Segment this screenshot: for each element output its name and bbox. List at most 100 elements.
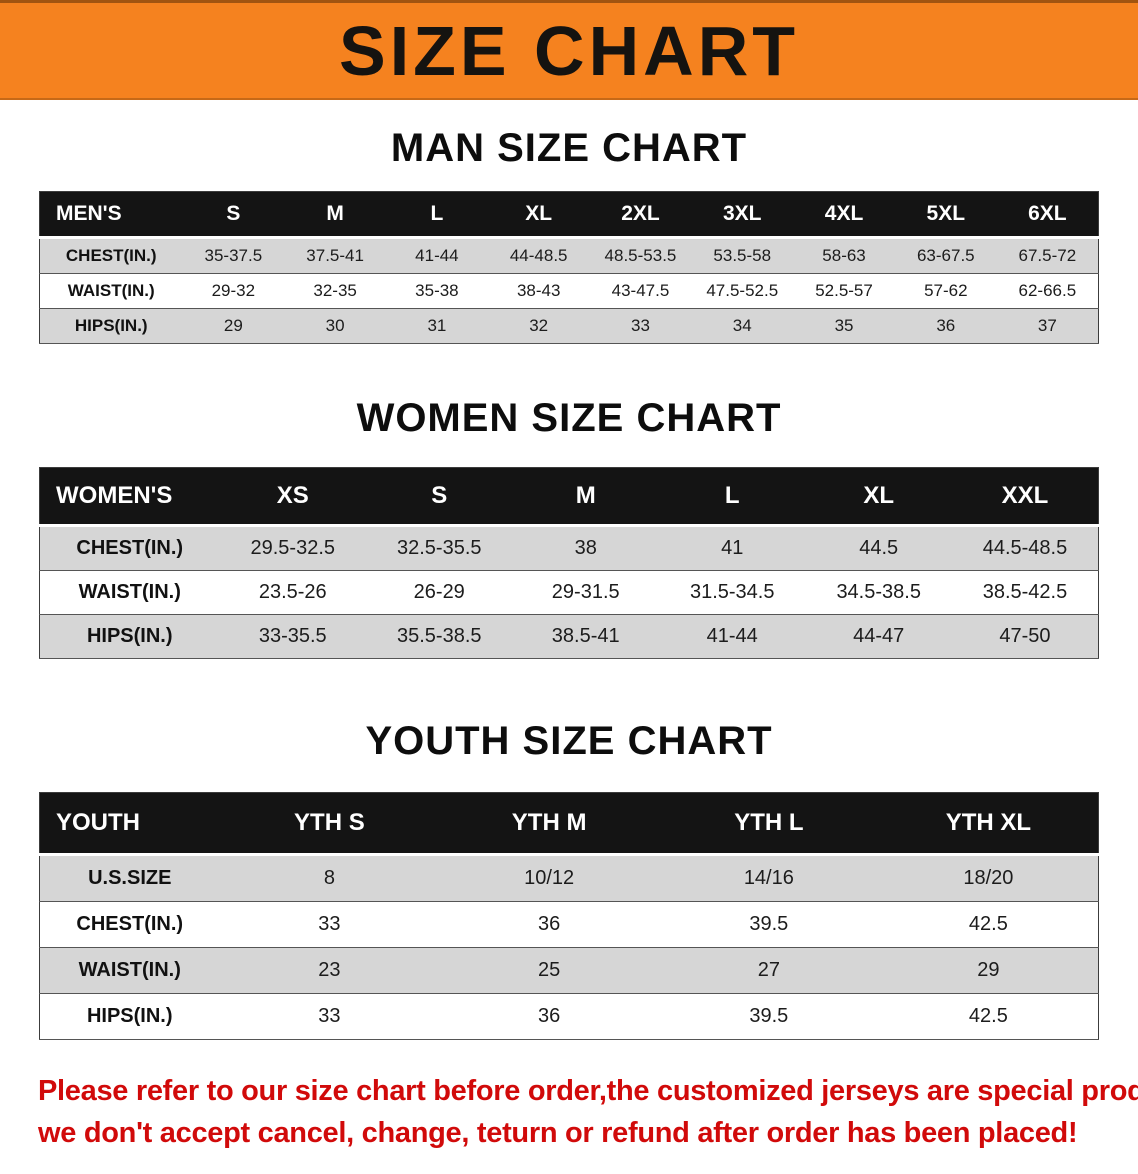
row-label-cell: CHEST(IN.) — [39, 525, 220, 571]
size-header-cell: XXL — [951, 467, 1099, 527]
footer-notice: Please refer to our size chart before or… — [0, 1070, 1138, 1174]
value-cell: 32.5-35.5 — [366, 525, 513, 571]
row-label-cell: HIPS(IN.) — [39, 308, 183, 344]
value-cell: 38.5-42.5 — [951, 570, 1099, 615]
section-youth: YOUTH SIZE CHART YOUTH YTH S YTH M YTH L YTH… — [0, 719, 1138, 1040]
table-row: U.S.SIZE 8 10/12 14/16 18/20 — [39, 854, 1099, 902]
value-cell: 44.5 — [805, 525, 952, 571]
value-cell: 31.5-34.5 — [658, 570, 806, 615]
table-header-row: YOUTH YTH S YTH M YTH L YTH XL — [39, 792, 1099, 856]
size-header-cell: YTH XL — [878, 792, 1099, 856]
table-title-cell: WOMEN'S — [39, 467, 220, 527]
value-cell: 29-31.5 — [512, 570, 659, 615]
banner: SIZE CHART — [0, 0, 1138, 100]
table-title-cell: MEN'S — [39, 191, 183, 239]
value-cell: 38.5-41 — [512, 614, 659, 659]
men-size-table: MEN'S S M L XL 2XL 3XL 4XL 5XL 6XL CHEST(IN.) 35-37… — [39, 191, 1099, 344]
value-cell: 48.5-53.5 — [589, 237, 692, 274]
value-cell: 10/12 — [439, 854, 659, 902]
value-cell: 36 — [439, 901, 659, 948]
row-label-cell: U.S.SIZE — [39, 854, 220, 902]
value-cell: 41 — [658, 525, 806, 571]
value-cell: 14/16 — [658, 854, 879, 902]
table-row: HIPS(IN.) 33 36 39.5 42.5 — [39, 993, 1099, 1040]
table-header-row: WOMEN'S XS S M L XL XXL — [39, 467, 1099, 527]
value-cell: 37 — [996, 308, 1099, 344]
value-cell: 41-44 — [658, 614, 806, 659]
value-cell: 62-66.5 — [996, 273, 1099, 309]
value-cell: 30 — [284, 308, 387, 344]
youth-section-heading: YOUTH SIZE CHART — [365, 719, 773, 763]
section-men: MAN SIZE CHART MEN'S S M L XL 2XL 3XL 4XL 5XL 6XL… — [0, 126, 1138, 344]
row-label-cell: HIPS(IN.) — [39, 993, 220, 1040]
row-label-cell: CHEST(IN.) — [39, 237, 183, 274]
value-cell: 29.5-32.5 — [219, 525, 366, 571]
size-header-cell: YTH L — [658, 792, 879, 856]
size-header-cell: S — [182, 191, 285, 239]
value-cell: 35-37.5 — [182, 237, 285, 274]
value-cell: 32-35 — [284, 273, 387, 309]
value-cell: 36 — [439, 993, 659, 1040]
value-cell: 44-47 — [805, 614, 952, 659]
table-header-row: MEN'S S M L XL 2XL 3XL 4XL 5XL 6XL — [39, 191, 1099, 239]
size-header-cell: 4XL — [793, 191, 895, 239]
page-title: SIZE CHART — [339, 11, 799, 90]
value-cell: 39.5 — [658, 901, 879, 948]
value-cell: 36 — [894, 308, 997, 344]
size-header-cell: 3XL — [691, 191, 794, 239]
value-cell: 34 — [691, 308, 794, 344]
value-cell: 37.5-41 — [284, 237, 387, 274]
size-header-cell: XL — [805, 467, 952, 527]
notice-line-2: we don't accept cancel, change, teturn o… — [38, 1117, 1078, 1150]
size-header-cell: M — [512, 467, 659, 527]
size-header-cell: 2XL — [589, 191, 692, 239]
row-label-cell: WAIST(IN.) — [39, 273, 183, 309]
value-cell: 35 — [793, 308, 895, 344]
table-row: HIPS(IN.) 29 30 31 32 33 34 35 36 37 — [39, 308, 1099, 344]
value-cell: 41-44 — [386, 237, 488, 274]
value-cell: 33 — [219, 993, 440, 1040]
table-row: CHEST(IN.) 29.5-32.5 32.5-35.5 38 41 44.5 44.5… — [39, 525, 1099, 571]
value-cell: 25 — [439, 947, 659, 994]
size-header-cell: S — [366, 467, 513, 527]
value-cell: 34.5-38.5 — [805, 570, 952, 615]
notice-line-1: Please refer to our size chart before or… — [38, 1075, 1138, 1107]
row-label-cell: WAIST(IN.) — [39, 947, 220, 994]
value-cell: 23 — [219, 947, 440, 994]
size-header-cell: L — [658, 467, 806, 527]
value-cell: 8 — [219, 854, 440, 902]
row-label-cell: CHEST(IN.) — [39, 901, 220, 948]
value-cell: 53.5-58 — [691, 237, 794, 274]
value-cell: 43-47.5 — [589, 273, 692, 309]
women-size-table: WOMEN'S XS S M L XL XXL CHEST(IN.) 29.5-32.5 32.5… — [39, 467, 1099, 659]
value-cell: 58-63 — [793, 237, 895, 274]
value-cell: 31 — [386, 308, 488, 344]
section-women: WOMEN SIZE CHART WOMEN'S XS S M L XL XXL CHEST(… — [0, 396, 1138, 659]
value-cell: 44.5-48.5 — [951, 525, 1099, 571]
value-cell: 18/20 — [878, 854, 1099, 902]
men-section-heading: MAN SIZE CHART — [390, 126, 748, 170]
size-header-cell: 5XL — [894, 191, 997, 239]
row-label-cell: WAIST(IN.) — [39, 570, 220, 615]
value-cell: 29 — [878, 947, 1099, 994]
value-cell: 33 — [219, 901, 440, 948]
value-cell: 39.5 — [658, 993, 879, 1040]
women-section-heading: WOMEN SIZE CHART — [356, 396, 782, 440]
value-cell: 63-67.5 — [894, 237, 997, 274]
value-cell: 67.5-72 — [996, 237, 1099, 274]
value-cell: 42.5 — [878, 901, 1099, 948]
size-header-cell: YTH S — [219, 792, 440, 856]
table-row: HIPS(IN.) 33-35.5 35.5-38.5 38.5-41 41-44 44-… — [39, 614, 1099, 659]
value-cell: 47-50 — [951, 614, 1099, 659]
table-row: WAIST(IN.) 23 25 27 29 — [39, 947, 1099, 994]
size-header-cell: M — [284, 191, 387, 239]
value-cell: 33 — [589, 308, 692, 344]
size-header-cell: XL — [487, 191, 590, 239]
value-cell: 29 — [182, 308, 285, 344]
youth-size-table: YOUTH YTH S YTH M YTH L YTH XL U.S.SIZE 8 10/12… — [39, 792, 1099, 1040]
value-cell: 27 — [658, 947, 879, 994]
value-cell: 57-62 — [894, 273, 997, 309]
table-row: CHEST(IN.) 35-37.5 37.5-41 41-44 44-48.5 48.5… — [39, 237, 1099, 274]
value-cell: 35-38 — [386, 273, 488, 309]
